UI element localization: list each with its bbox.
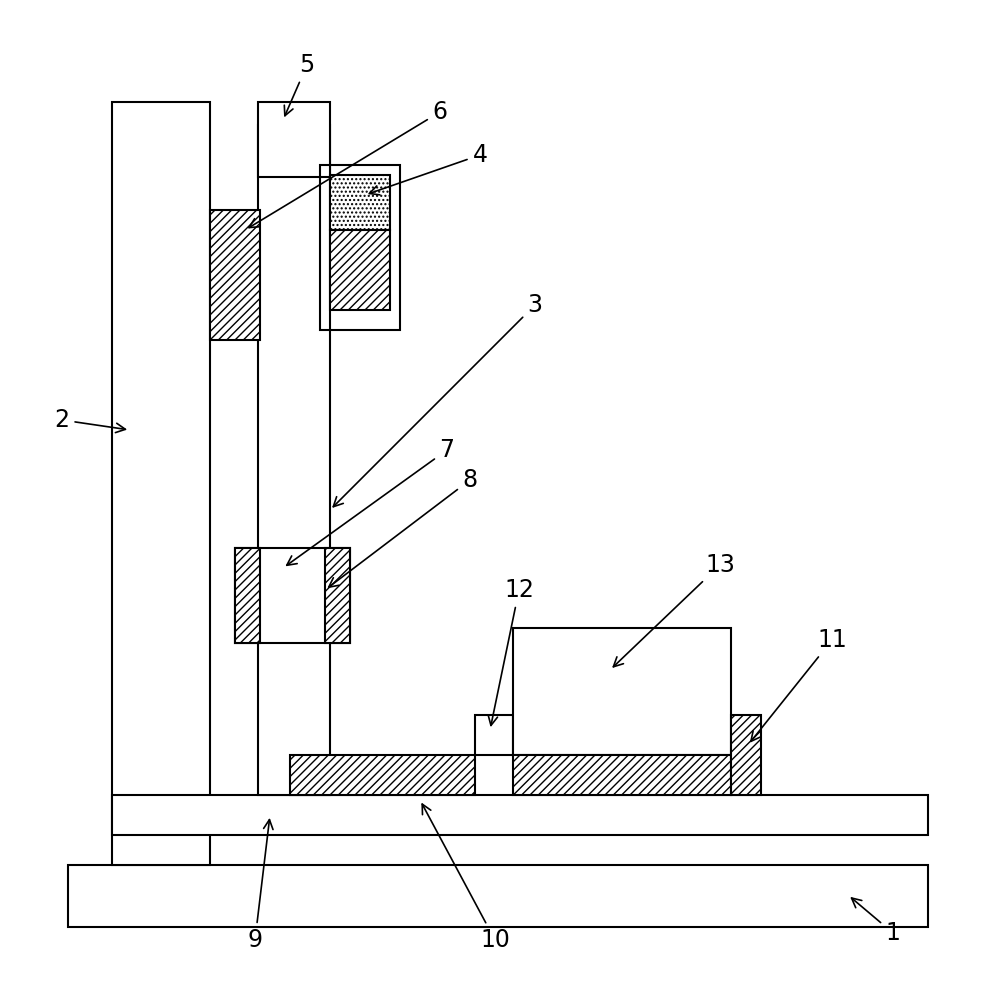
Bar: [290, 755, 475, 795]
Bar: [513, 628, 731, 755]
Bar: [731, 715, 761, 795]
Bar: [330, 175, 390, 230]
Bar: [258, 102, 330, 177]
Bar: [325, 548, 350, 643]
Text: 7: 7: [287, 438, 454, 565]
Bar: [513, 755, 731, 795]
Text: 13: 13: [614, 553, 735, 667]
Bar: [112, 795, 928, 835]
Bar: [68, 865, 928, 927]
Text: 6: 6: [249, 100, 447, 228]
Bar: [330, 230, 390, 310]
Bar: [235, 548, 350, 643]
Text: 2: 2: [54, 408, 125, 433]
Bar: [258, 125, 330, 795]
Text: 1: 1: [852, 898, 900, 945]
Text: 9: 9: [247, 820, 273, 952]
Bar: [235, 548, 260, 643]
Text: 3: 3: [333, 293, 543, 507]
Text: 4: 4: [369, 143, 488, 195]
Text: 8: 8: [329, 468, 478, 587]
Bar: [475, 715, 513, 755]
Text: 10: 10: [423, 804, 510, 952]
Text: 11: 11: [751, 628, 847, 741]
Bar: [320, 165, 400, 330]
Text: 5: 5: [285, 53, 314, 116]
Bar: [112, 102, 210, 865]
Text: 12: 12: [489, 578, 534, 725]
Bar: [210, 210, 260, 340]
